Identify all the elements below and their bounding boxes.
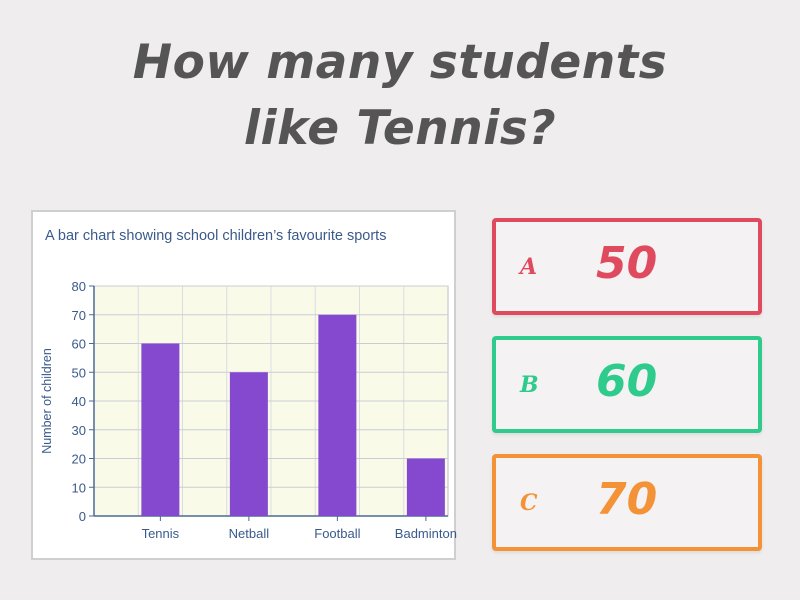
- y-tick-label: 40: [72, 394, 86, 409]
- answer-a-letter: A: [520, 254, 538, 280]
- x-tick-label-netball: Netball: [229, 526, 270, 541]
- question-line-2: like Tennis?: [243, 101, 557, 156]
- y-tick-label: 80: [72, 279, 86, 294]
- y-tick-label: 60: [72, 337, 86, 352]
- y-tick-label: 0: [79, 509, 86, 524]
- y-tick-label: 50: [72, 365, 86, 380]
- answer-c-button[interactable]: C 70: [492, 454, 762, 551]
- y-tick-label: 30: [72, 423, 86, 438]
- answer-b-value: 60: [596, 356, 658, 407]
- y-tick-label: 70: [72, 308, 86, 323]
- bar-badminton: [406, 458, 445, 516]
- answer-c-value: 70: [596, 474, 658, 525]
- x-tick-label-tennis: Tennis: [142, 526, 180, 541]
- bar-football: [318, 314, 357, 516]
- answer-a-button[interactable]: A 50: [492, 218, 762, 315]
- x-tick-label-football: Football: [314, 526, 360, 541]
- question-text: How many students like Tennis?: [0, 30, 800, 162]
- y-axis-label: Number of children: [40, 348, 54, 454]
- chart-title: A bar chart showing school children’s fa…: [45, 228, 386, 244]
- bar-chart: A bar chart showing school children’s fa…: [40, 228, 457, 541]
- answer-a-value: 50: [596, 238, 658, 289]
- x-tick-label-badminton: Badminton: [395, 526, 457, 541]
- bar-tennis: [141, 343, 180, 516]
- y-tick-label: 10: [72, 480, 86, 495]
- y-tick-label: 20: [72, 452, 86, 467]
- question-line-1: How many students: [132, 35, 668, 90]
- answer-b-letter: B: [520, 372, 539, 398]
- answer-b-button[interactable]: B 60: [492, 336, 762, 433]
- answer-c-letter: C: [520, 490, 538, 516]
- bar-chart-image: A bar chart showing school children’s fa…: [31, 210, 457, 560]
- bar-netball: [229, 372, 268, 516]
